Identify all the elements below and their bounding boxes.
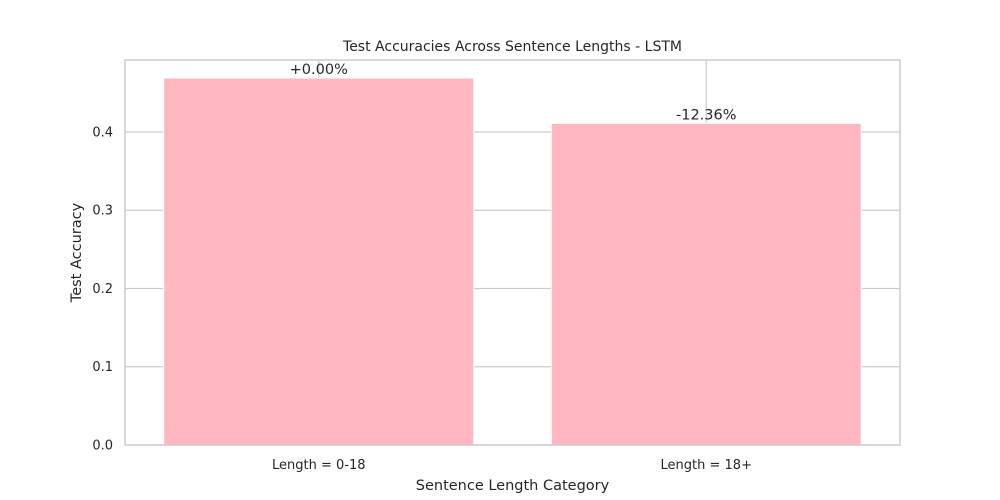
x-ticks: Length = 0-18 Length = 18+ xyxy=(272,458,752,473)
bar-value-label: -12.36% xyxy=(676,107,737,123)
y-tick-label: 0.3 xyxy=(92,204,113,219)
y-tick-label: 0.1 xyxy=(92,360,113,375)
chart-title: Test Accuracies Across Sentence Lengths … xyxy=(342,39,682,55)
y-axis-label: Test Accuracy xyxy=(69,202,85,303)
y-tick-label: 0.2 xyxy=(92,282,113,297)
y-tick-label: 0.4 xyxy=(92,125,113,140)
y-ticks: 0.0 0.1 0.2 0.3 0.4 xyxy=(92,125,113,453)
bars-group xyxy=(163,77,862,446)
bar xyxy=(163,77,475,446)
x-tick-label: Length = 18+ xyxy=(661,458,752,473)
plot-frame xyxy=(124,59,901,446)
bar xyxy=(550,122,862,446)
x-axis-label: Sentence Length Category xyxy=(416,478,610,494)
x-tick-label: Length = 0-18 xyxy=(272,458,366,473)
y-tick-label: 0.0 xyxy=(92,439,113,454)
data-labels: +0.00% -12.36% xyxy=(290,62,737,123)
bar-value-label: +0.00% xyxy=(290,62,348,78)
